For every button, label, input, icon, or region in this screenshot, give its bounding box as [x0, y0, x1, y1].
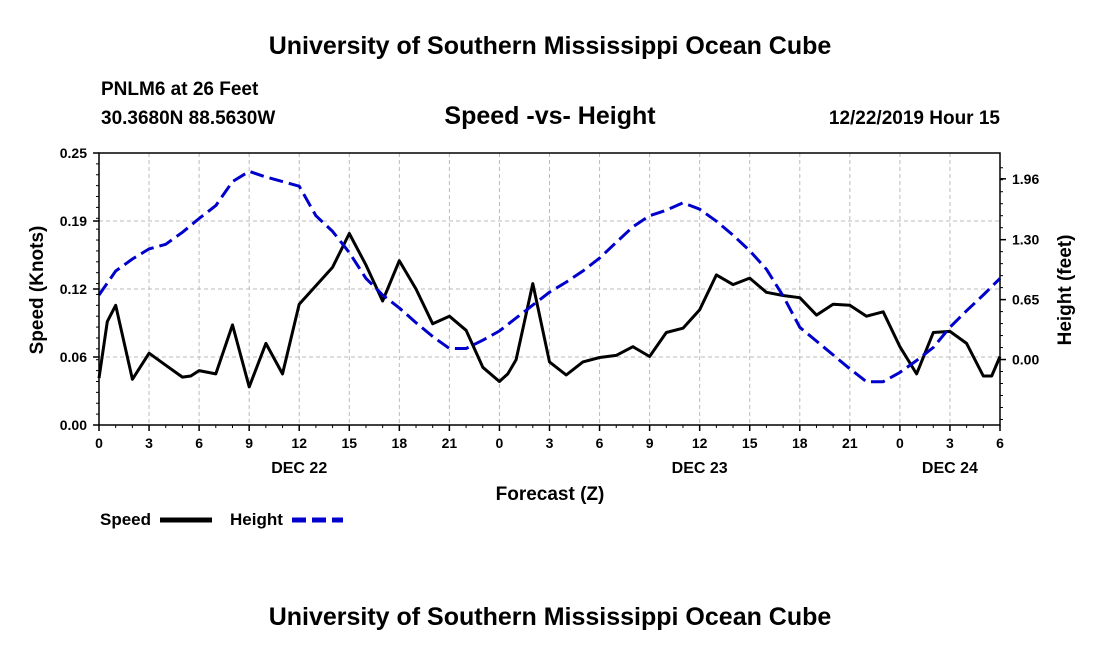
x-tick-label: 6 — [195, 435, 203, 451]
y-axis-label-left: Speed (Knots) — [27, 226, 48, 355]
height-series-line — [97, 169, 1002, 384]
date-label: DEC 23 — [672, 460, 728, 477]
x-tick-label: 6 — [996, 435, 1004, 451]
height-point — [866, 381, 868, 383]
x-tick-label: 3 — [546, 435, 554, 451]
x-tick-label: 0 — [896, 435, 904, 451]
x-tick-label: 6 — [596, 435, 604, 451]
axes: 0 3 6 9 12 15 18 21 0 3 6 9 12 15 18 21 0 3 6 DEC 22 DEC 23 D… — [60, 145, 1040, 477]
footer-title: University of Southern Mississippi Ocean… — [269, 603, 832, 631]
date-label: DEC 24 — [922, 460, 978, 477]
grid-lines — [99, 153, 1000, 425]
plot-frame — [98, 152, 1001, 426]
height-point — [615, 241, 617, 243]
y-tick-label: 0.25 — [60, 145, 87, 161]
y2-tick-label: 0.00 — [1012, 352, 1039, 368]
legend-height-label: Height — [230, 510, 283, 529]
height-point — [665, 209, 667, 211]
y-tick-label: 0.06 — [60, 349, 87, 365]
station-label: PNLM6 at 26 Feet — [101, 79, 259, 100]
series-lines — [97, 169, 1002, 389]
height-point — [632, 226, 634, 228]
timestamp-label: 12/22/2019 Hour 15 — [829, 108, 1001, 129]
x-tick-label: 9 — [646, 435, 654, 451]
legend-speed-label: Speed — [100, 510, 151, 529]
x-tick-label: 18 — [392, 435, 408, 451]
page-title: University of Southern Mississippi Ocean… — [269, 32, 832, 60]
x-tick-label: 3 — [946, 435, 954, 451]
x-tick-label: 18 — [792, 435, 808, 451]
y-axis-label-right: Height (feet) — [1055, 235, 1076, 346]
date-label: DEC 22 — [271, 460, 327, 477]
speed-series-line — [97, 232, 1002, 389]
height-point — [265, 176, 267, 178]
y2-tick-label: 0.65 — [1012, 292, 1039, 308]
y-tick-label: 0.19 — [60, 213, 87, 229]
x-tick-label: 15 — [341, 435, 357, 451]
x-tick-label: 0 — [95, 435, 103, 451]
y2-tick-label: 1.30 — [1012, 232, 1039, 248]
x-tick-label: 21 — [442, 435, 458, 451]
x-tick-label: 0 — [496, 435, 504, 451]
legend: Speed Height — [100, 510, 343, 529]
x-tick-label: 12 — [291, 435, 307, 451]
y-tick-label: 0.00 — [60, 417, 87, 433]
y2-tick-label: 1.96 — [1012, 171, 1039, 187]
location-label: 30.3680N 88.5630W — [101, 108, 275, 129]
x-tick-label: 3 — [145, 435, 153, 451]
x-tick-label: 9 — [245, 435, 253, 451]
y-tick-label: 0.12 — [60, 281, 87, 297]
x-axis-label: Forecast (Z) — [496, 484, 605, 505]
x-tick-label: 12 — [692, 435, 708, 451]
plot-title: Speed -vs- Height — [444, 102, 656, 130]
x-tick-label: 21 — [842, 435, 858, 451]
x-tick-label: 15 — [742, 435, 758, 451]
